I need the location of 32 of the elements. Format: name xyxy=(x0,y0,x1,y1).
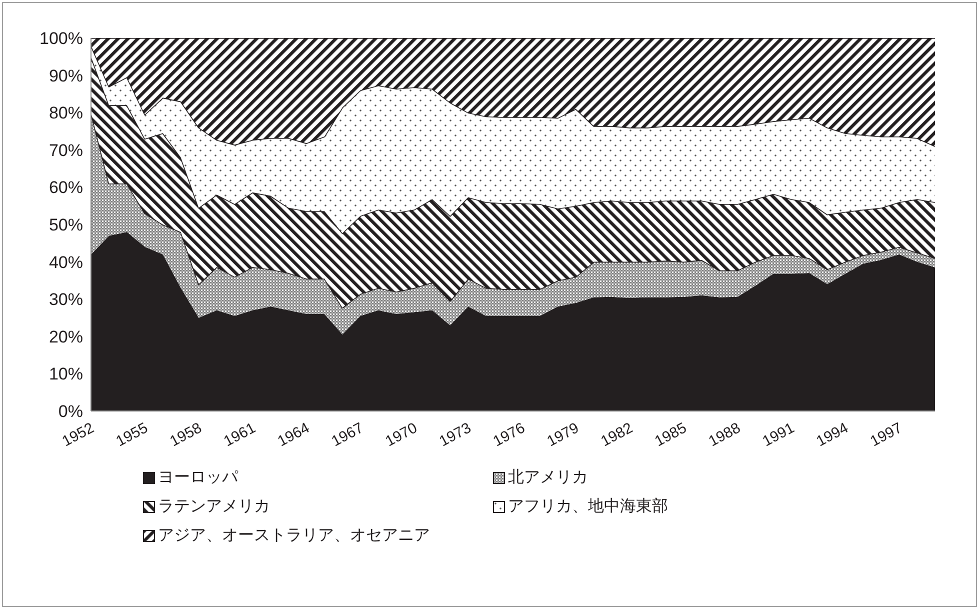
legend-label: アジア、オーストラリア、オセアニア xyxy=(158,526,430,546)
legend-label: ラテンアメリカ xyxy=(158,497,270,517)
y-tick-label: 10% xyxy=(48,364,83,384)
x-tick-label: 1973 xyxy=(436,420,474,450)
x-tick-label: 1976 xyxy=(490,420,528,450)
x-tick-label: 1985 xyxy=(652,420,690,450)
y-tick-label: 50% xyxy=(48,216,83,235)
x-tick-label: 1970 xyxy=(382,420,420,450)
legend-label: 北アメリカ xyxy=(508,468,588,488)
x-tick-label: 1967 xyxy=(328,420,366,450)
x-tick-label: 1961 xyxy=(221,420,258,450)
x-tick-label: 1952 xyxy=(59,420,97,450)
y-tick-label: 90% xyxy=(48,66,83,86)
y-tick-label: 30% xyxy=(48,290,83,310)
x-tick-label: 1991 xyxy=(760,420,798,450)
legend-label: アフリカ、地中海東部 xyxy=(508,496,668,517)
y-tick-label: 100% xyxy=(40,29,83,48)
x-tick-label: 1997 xyxy=(868,420,905,450)
y-tick-label: 70% xyxy=(48,140,83,160)
x-tick-label: 1958 xyxy=(167,420,205,450)
y-tick-label: 0% xyxy=(58,402,83,422)
x-tick-label: 1979 xyxy=(544,420,582,450)
y-tick-label: 20% xyxy=(48,327,83,346)
y-tick-label: 80% xyxy=(48,104,83,123)
legend-label: ヨーロッパ xyxy=(158,468,238,488)
x-tick-label: 1964 xyxy=(274,420,312,450)
x-tick-label: 1988 xyxy=(706,420,744,450)
y-tick-label: 40% xyxy=(48,252,83,272)
x-tick-label: 1982 xyxy=(598,420,636,450)
x-tick-label: 1994 xyxy=(814,420,852,450)
x-tick-label: 1955 xyxy=(113,420,151,450)
y-tick-label: 60% xyxy=(48,178,83,198)
